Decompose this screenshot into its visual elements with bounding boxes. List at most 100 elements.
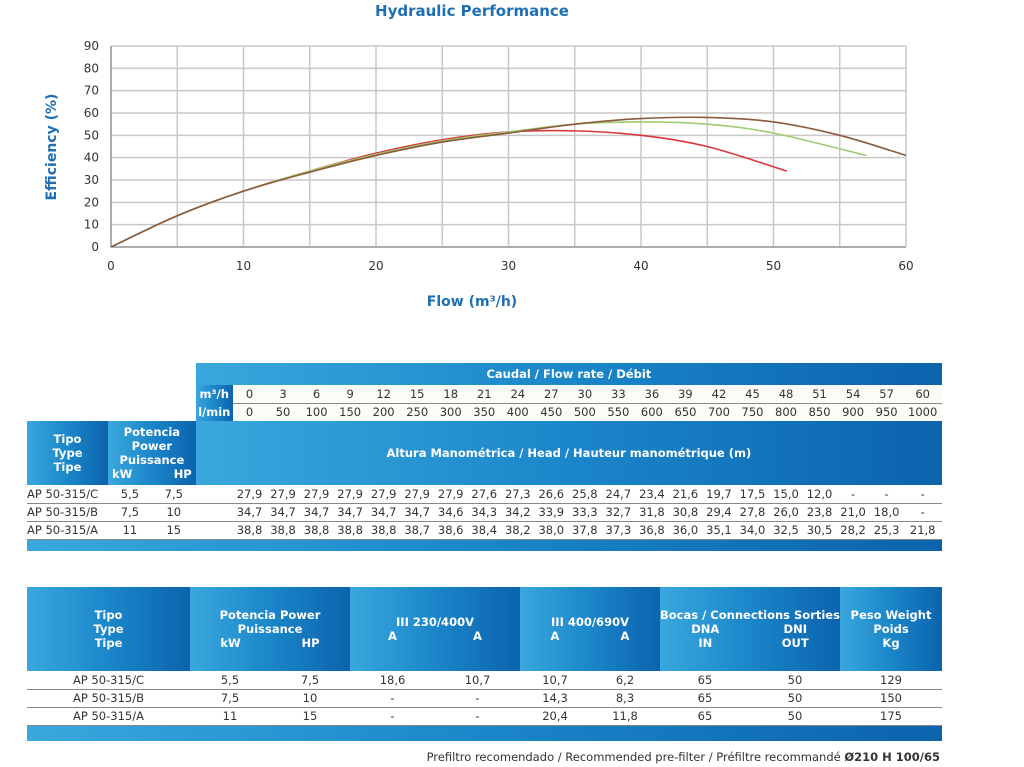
- head-cell: 35,1: [702, 521, 736, 540]
- dna-in: 65: [697, 709, 713, 723]
- flow-m3h-cell: 45: [735, 385, 770, 404]
- head-cell: 31,8: [635, 503, 669, 522]
- y-axis-label: Efficiency (%): [44, 94, 60, 201]
- power-label: Potencia Power Puissance: [119, 425, 185, 467]
- head-cell: -: [903, 485, 942, 504]
- power-kw: 11: [222, 709, 238, 723]
- head-cell: 32,5: [769, 521, 803, 540]
- table-row: m³/h 0 3 6 9 12 15 18 21 24 27 30 33 36 39 42 45 48 51 54 57…: [27, 385, 942, 404]
- head-cell: 38,0: [534, 521, 569, 540]
- head-cell: 38,2: [501, 521, 535, 540]
- head-cell: 21,6: [668, 485, 703, 504]
- series-line-ap-50-315-a: [110, 116, 907, 248]
- pump-type: AP 50-315/A: [27, 521, 108, 540]
- power-kw: 5,5: [220, 672, 240, 687]
- spacer: [27, 363, 196, 385]
- chart-title: Hydraulic Performance: [375, 2, 569, 20]
- x-tick-label: 40: [633, 259, 648, 273]
- flow-lmin-cell: 0: [232, 403, 267, 421]
- head-cell: 36,8: [635, 521, 669, 540]
- head-cell: 36,0: [668, 521, 703, 540]
- voltage-230-header-sub: A: [473, 629, 482, 643]
- table-row: AP 50-315/A 11 15 - - 20,4 11,8 65 50 175: [27, 707, 942, 726]
- spacer: [27, 403, 196, 421]
- flow-lmin-cell: 150: [333, 403, 367, 421]
- head-cell: 38,8: [333, 521, 367, 540]
- head-cell: 34,6: [433, 503, 468, 522]
- head-cell: 34,7: [266, 503, 300, 522]
- power-kw: 7,5: [220, 691, 240, 705]
- efficiency-chart: 0 10 20 30 40 50 60 0 10 20 30 40 50 60 70 80 90 Flow (m³…: [44, 39, 914, 310]
- y-tick-label: 50: [84, 128, 99, 142]
- head-cell: 34,7: [366, 503, 401, 522]
- head-cell: 38,8: [266, 521, 300, 540]
- head-cell: 38,7: [400, 521, 434, 540]
- power-kw: 7,5: [108, 503, 152, 522]
- y-tick-label: 70: [84, 84, 99, 98]
- head-cell: 27,9: [266, 485, 300, 504]
- flow-m3h-cell: 57: [869, 385, 904, 404]
- table-row: Tipo Type Tipe Potencia Power Puissance kW…: [27, 587, 942, 671]
- head-cell: 27,8: [735, 503, 770, 522]
- head-cell: 29,4: [702, 503, 736, 522]
- head-cell: 38,6: [433, 521, 468, 540]
- power-hp: 10: [151, 503, 196, 522]
- power-kw: 5,5: [108, 485, 152, 504]
- pump-type: AP 50-315/C: [72, 672, 145, 687]
- kw-label: kW: [112, 467, 133, 481]
- series-line-ap-50-315-b: [110, 121, 867, 248]
- head-cell: 30,8: [668, 503, 703, 522]
- spacer: [27, 385, 196, 403]
- table-row: AP 50-315/B 7,5 10 - - 14,3 8,3 65 50 150: [27, 689, 942, 708]
- head-cell: 26,6: [534, 485, 569, 504]
- flow-m3h-cell: 12: [366, 385, 401, 404]
- y-tick-label: 60: [84, 106, 99, 120]
- flow-m3h-cell: 51: [802, 385, 837, 404]
- dni-out: 50: [787, 672, 803, 687]
- head-cell: 32,7: [601, 503, 636, 522]
- head-cell: 27,9: [400, 485, 434, 504]
- flow-lmin-cell: 450: [534, 403, 569, 421]
- head-cell: 37,8: [568, 521, 602, 540]
- voltage-400-header: III 400/690V A A: [520, 587, 660, 671]
- power-hp: 7,5: [300, 672, 320, 687]
- flow-m3h-cell: 48: [769, 385, 803, 404]
- prefilter-label: Prefiltro recomendado / Recommended pre-…: [426, 750, 845, 764]
- amp-230: -: [390, 709, 395, 723]
- flow-lmin-cell: 550: [601, 403, 636, 421]
- flow-m3h-cell: 6: [299, 385, 334, 404]
- row-cells: AP 50-315/C 5,5 7,5 18,6 10,7 10,7 6,2 65 50 129: [27, 671, 942, 690]
- power-header: Potencia Power Puissance kW HP: [190, 587, 350, 671]
- flow-lmin-cell: 1000: [903, 403, 942, 421]
- y-tick-label: 40: [84, 151, 99, 165]
- flow-m3h-cell: 36: [635, 385, 669, 404]
- head-cell: 26,0: [769, 503, 803, 522]
- x-axis-label: Flow (m³/h): [427, 294, 517, 310]
- power-hp: 15: [302, 709, 318, 723]
- flow-lmin-cell: 50: [266, 403, 300, 421]
- head-cell: 27,9: [232, 485, 267, 504]
- flow-lmin-cell: 850: [802, 403, 837, 421]
- head-cell: 34,3: [467, 503, 501, 522]
- power-hp: 15: [151, 521, 196, 540]
- amp-690: 6,2: [615, 672, 635, 687]
- head-cell: 17,5: [735, 485, 770, 504]
- amp-400: -: [475, 709, 480, 723]
- dni-out: 50: [787, 709, 803, 723]
- power-hp: 7,5: [151, 485, 196, 504]
- flow-m3h-cell: 15: [400, 385, 434, 404]
- connections-label: Bocas / Connections Sorties: [660, 608, 840, 622]
- dni-label: DNI: [783, 622, 807, 636]
- row-cells: AP 50-315/A 11 15 - - 20,4 11,8 65 50 175: [27, 707, 942, 726]
- flow-lmin-cell: 500: [568, 403, 602, 421]
- power-header: Potencia Power Puissance kW HP: [108, 421, 196, 485]
- head-cell: 30,5: [802, 521, 837, 540]
- y-tick-label: 90: [84, 39, 99, 53]
- amp-230: 18,6: [379, 672, 406, 687]
- prefilter-value: Ø210 H 100/65: [844, 750, 940, 764]
- flow-m3h-cell: 18: [433, 385, 468, 404]
- head-header: Altura Manométrica / Head / Hauteur mano…: [195, 421, 942, 485]
- power-hp: 10: [302, 691, 318, 705]
- prefilter-note: Prefiltro recomendado / Recommended pre-…: [427, 750, 940, 764]
- head-cell: 19,7: [702, 485, 736, 504]
